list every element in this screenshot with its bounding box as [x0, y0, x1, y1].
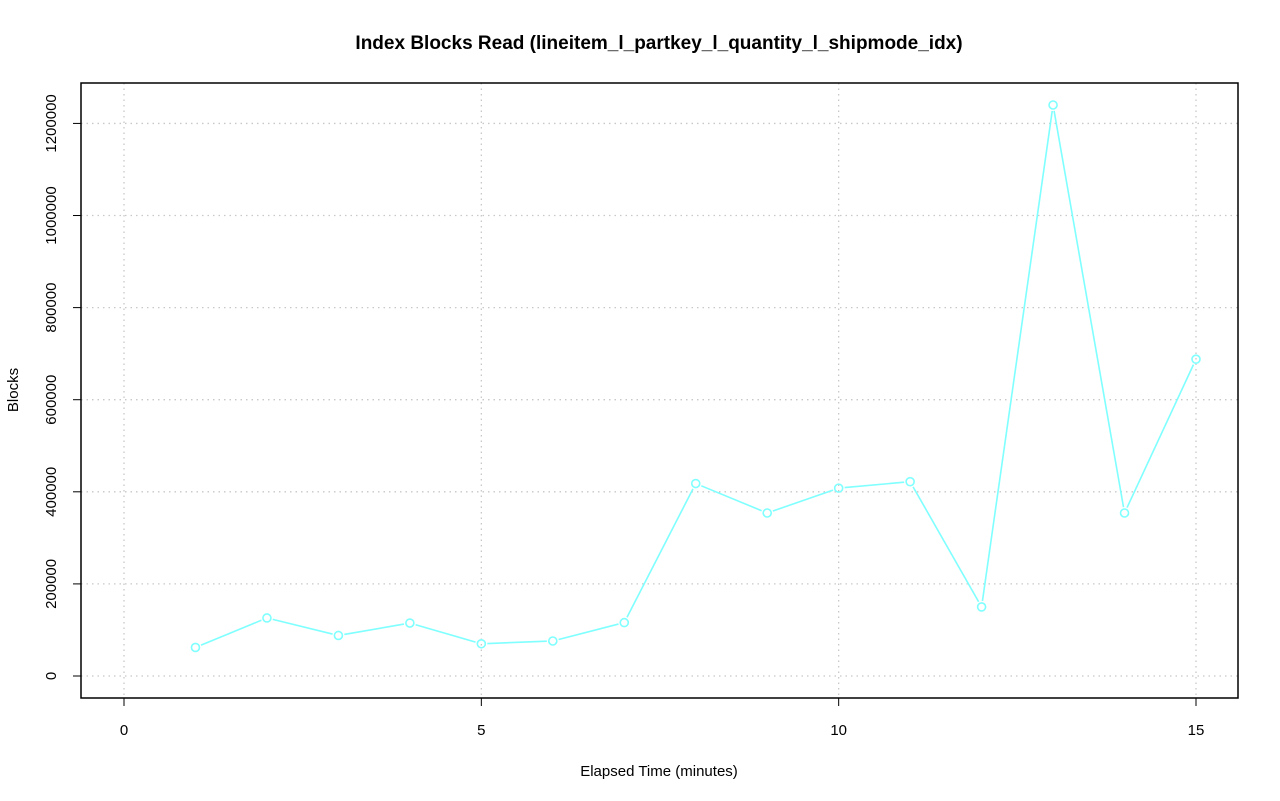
data-point — [405, 618, 415, 628]
x-tick-label: 0 — [120, 722, 128, 739]
y-tick-label: 800000 — [43, 283, 60, 333]
data-point — [190, 642, 201, 653]
x-tick-label: 5 — [477, 722, 485, 739]
data-point — [333, 630, 344, 641]
y-tick-label: 400000 — [43, 467, 60, 517]
x-axis-label: Elapsed Time (minutes) — [580, 763, 738, 780]
data-point — [262, 613, 272, 623]
y-tick-label: 600000 — [43, 375, 60, 425]
x-tick-label: 15 — [1188, 722, 1205, 739]
series-line-segment — [844, 481, 905, 489]
data-point — [976, 602, 987, 612]
data-point — [547, 636, 558, 646]
series-line-segment — [344, 623, 405, 636]
series-line-segment — [981, 110, 1054, 602]
series-line-segment — [558, 623, 619, 641]
x-tick-label: 10 — [830, 722, 847, 739]
y-tick-label: 0 — [43, 672, 60, 680]
x-axis: 0 5 10 15 — [120, 698, 1205, 739]
series-line-segment — [912, 486, 980, 603]
chart-title: Index Blocks Read (lineitem_l_partkey_l_… — [355, 33, 962, 54]
data-point — [476, 638, 487, 649]
data-point — [833, 483, 844, 493]
series-line-segment — [1053, 110, 1125, 508]
series-layer — [190, 100, 1201, 653]
series-line-segment — [487, 640, 547, 645]
series-line-segment — [272, 618, 333, 635]
series-line-segment — [200, 619, 262, 646]
data-point — [1119, 508, 1130, 518]
data-point — [905, 476, 915, 487]
y-axis-label: Blocks — [5, 368, 22, 412]
y-tick-label: 200000 — [43, 559, 60, 609]
series-line-segment — [1126, 364, 1195, 508]
series-line-segment — [415, 623, 476, 643]
data-point — [762, 508, 773, 518]
y-tick-label: 1000000 — [43, 186, 60, 244]
y-axis: 0 200000 400000 600000 800000 1000000 1200000 — [43, 94, 81, 680]
grid — [81, 83, 1238, 698]
data-point — [1191, 354, 1201, 364]
series-line-segment — [772, 489, 834, 512]
series-line-segment — [626, 488, 694, 618]
data-point — [1048, 100, 1058, 110]
plot-frame — [80, 82, 1239, 699]
y-tick-label: 1200000 — [43, 94, 60, 152]
data-point — [619, 617, 630, 628]
data-point — [690, 478, 701, 489]
series-line-segment — [700, 485, 762, 512]
